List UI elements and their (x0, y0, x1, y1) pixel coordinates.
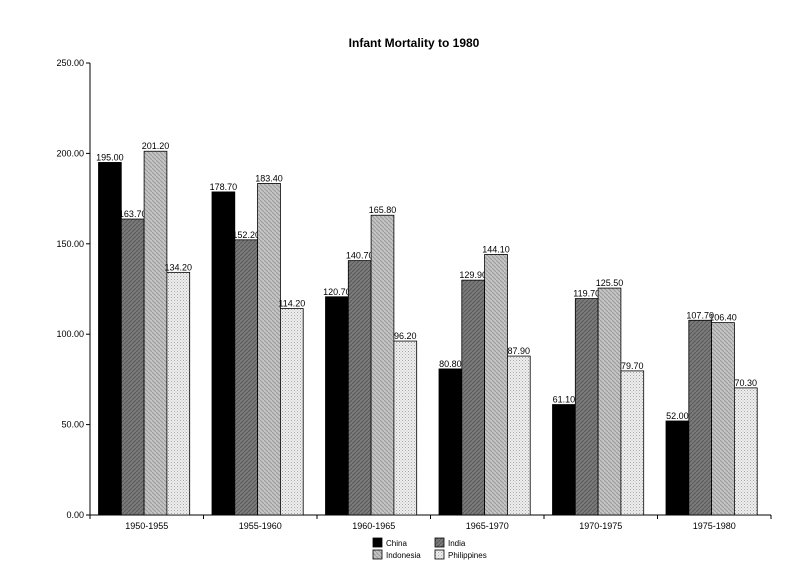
bar-india (347, 260, 372, 516)
bar-india (120, 218, 145, 516)
data-label: 96.20 (394, 331, 417, 341)
data-label: 178.70 (210, 182, 238, 192)
axes: 0.00 50.00 100.00 150.00 200.00 250.00 1950-19… (56, 58, 772, 531)
bar-philippines (734, 387, 758, 516)
x-tick-label: 1955-1960 (239, 521, 282, 531)
bar-philippines (166, 271, 191, 516)
y-tick-label: 100.00 (56, 329, 84, 339)
y-tick-label: 50.00 (61, 420, 84, 430)
bar-indonesia (711, 322, 735, 516)
data-label: 119.70 (573, 289, 600, 299)
y-tick-label: 150.00 (56, 239, 84, 249)
data-label: 61.10 (553, 395, 576, 405)
data-label: 125.50 (596, 278, 624, 288)
bar-indonesia (484, 254, 508, 516)
data-label: 165.80 (369, 205, 397, 215)
data-label: 106.40 (709, 313, 737, 323)
data-label: 87.90 (508, 346, 531, 356)
bar-india (461, 279, 485, 516)
bar-philippines (393, 340, 418, 516)
x-tick-label: 1975-1980 (693, 521, 736, 531)
chart-title: Infant Mortality to 1980 (349, 36, 480, 50)
legend-swatch-indonesia (372, 549, 383, 560)
bar-philippines (620, 370, 645, 516)
data-label: 52.00 (666, 411, 689, 421)
x-tick-label: 1970-1975 (579, 521, 622, 531)
bar-philippines (279, 308, 304, 516)
data-label: 144.10 (482, 244, 510, 254)
y-tick-label: 250.00 (56, 58, 84, 68)
bar-indonesia (143, 150, 168, 516)
bar-china (325, 296, 349, 516)
legend-swatch-china (372, 537, 383, 548)
data-label: 114.20 (278, 299, 305, 309)
bar-india (234, 239, 259, 516)
bar-india (574, 298, 599, 516)
data-label: 107.70 (686, 310, 714, 320)
bar-china (98, 162, 122, 516)
bar-india (688, 319, 712, 516)
bar-indonesia (597, 287, 622, 516)
bar-china (665, 420, 690, 516)
bars: 195.00 163.70 201.20 134.20 178.70 152.20 183.… (96, 141, 758, 516)
legend-label-china: China (386, 539, 407, 548)
y-tick-label: 0.00 (66, 510, 84, 520)
legend-label-indonesia: Indonesia (386, 551, 421, 560)
x-tick-label: 1965-1970 (466, 521, 509, 531)
bar-indonesia (370, 214, 395, 516)
legend-label-philippines: Philippines (448, 551, 487, 560)
bar-philippines (506, 355, 531, 516)
data-label: 70.30 (735, 378, 758, 388)
legend-swatch-india (434, 537, 445, 548)
data-label: 129.90 (459, 270, 487, 280)
x-tick-label: 1960-1965 (352, 521, 395, 531)
bar-china (438, 368, 463, 516)
data-label: 183.40 (255, 173, 283, 183)
data-label: 134.20 (165, 262, 193, 272)
bar-china (552, 404, 576, 516)
data-label: 152.20 (232, 230, 260, 240)
bar-china (211, 191, 236, 516)
data-label: 163.70 (119, 209, 147, 219)
legend-label-india: India (448, 539, 466, 548)
legend: China India Indonesia Philippines (372, 537, 487, 560)
y-tick-label: 200.00 (56, 148, 84, 158)
data-label: 120.70 (323, 287, 351, 297)
x-tick-label: 1950-1955 (125, 521, 168, 531)
data-label: 79.70 (621, 361, 644, 371)
data-label: 140.70 (346, 251, 374, 261)
data-label: 201.20 (142, 141, 170, 151)
legend-swatch-philippines (434, 549, 445, 560)
data-label: 195.00 (96, 152, 124, 162)
bar-indonesia (257, 183, 281, 516)
data-label: 80.80 (439, 359, 462, 369)
